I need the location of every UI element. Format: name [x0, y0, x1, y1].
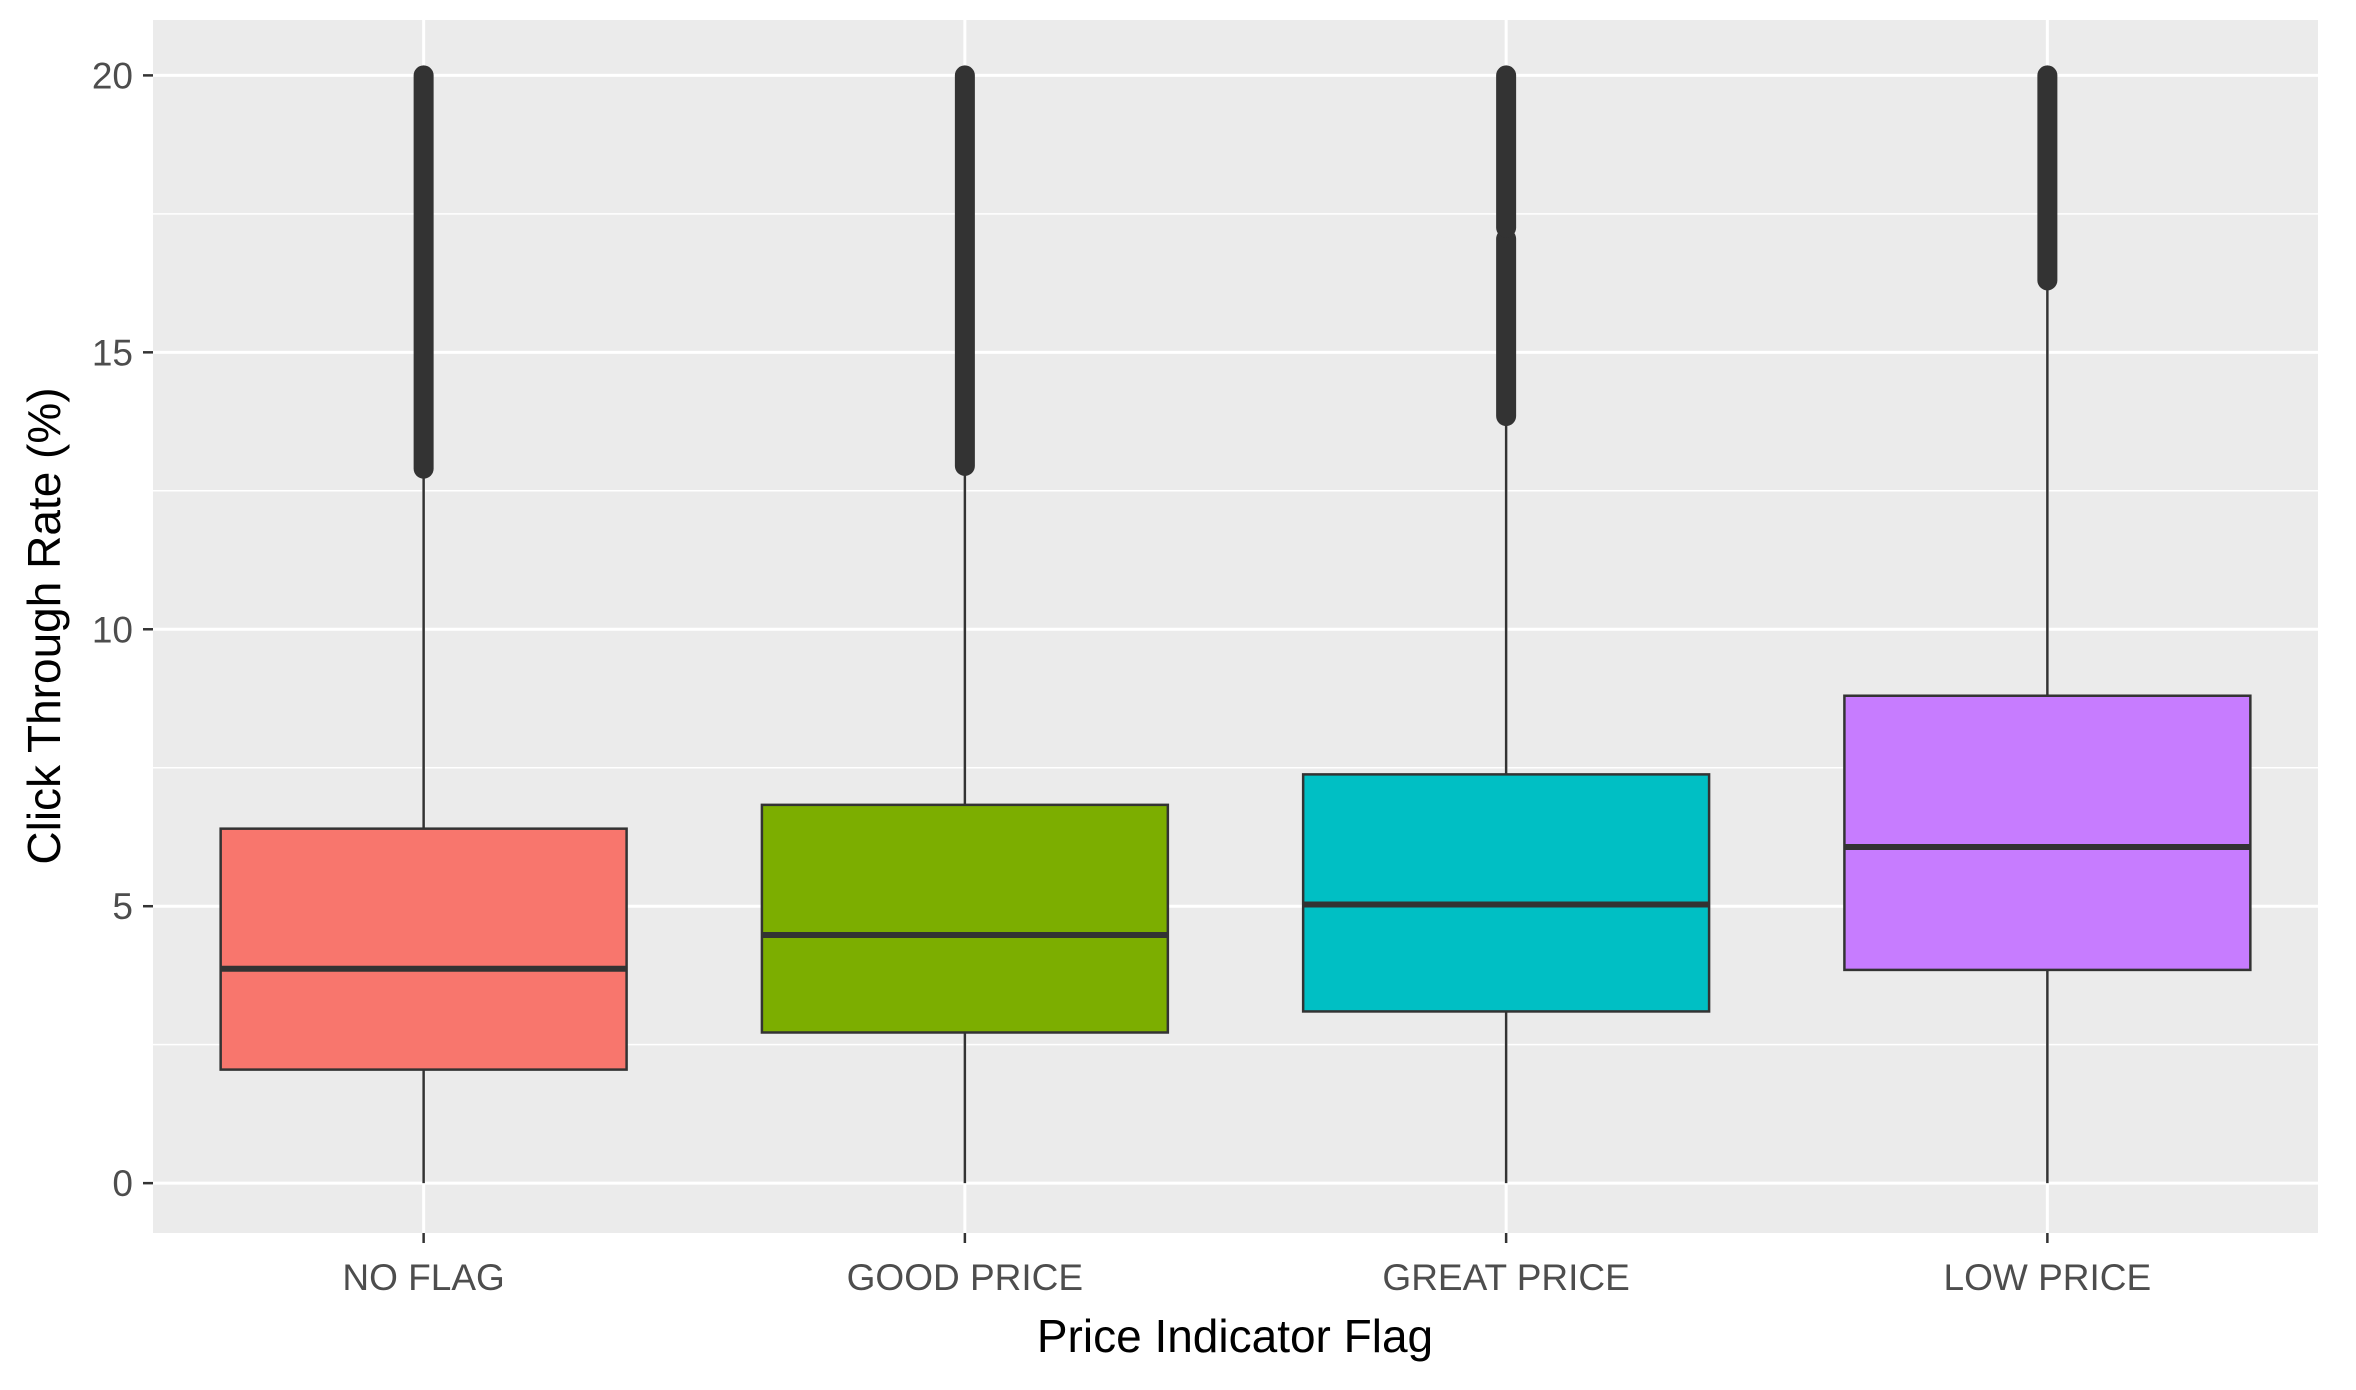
y-tick-label: 0: [112, 1163, 133, 1204]
box-body: [760, 803, 1170, 1034]
boxes: [219, 65, 2252, 1184]
x-tick-label: GREAT PRICE: [1382, 1257, 1629, 1298]
x-tick-label: LOW PRICE: [1944, 1257, 2152, 1298]
box-body: [1301, 773, 1711, 1013]
x-axis-title: Price Indicator Flag: [1037, 1310, 1433, 1362]
y-tick-label: 10: [92, 609, 133, 650]
x-tick-label: GOOD PRICE: [847, 1257, 1083, 1298]
box-good-price: [760, 65, 1170, 1184]
y-axis-title: Click Through Rate (%): [18, 387, 70, 864]
box-low-price: [1843, 65, 2252, 1184]
y-axis: 0 5 10 15 20: [92, 55, 153, 1204]
x-tick-label: NO FLAG: [342, 1257, 504, 1298]
box-body: [219, 827, 628, 1071]
y-tick-label: 5: [112, 886, 133, 927]
box-no-flag: [219, 65, 628, 1184]
y-tick-label: 20: [92, 55, 133, 96]
box-great-price: [1301, 65, 1711, 1184]
box-body: [1843, 694, 2252, 972]
x-axis: NO FLAG GOOD PRICE GREAT PRICE LOW PRICE: [342, 1233, 2151, 1298]
y-tick-label: 15: [92, 332, 133, 373]
